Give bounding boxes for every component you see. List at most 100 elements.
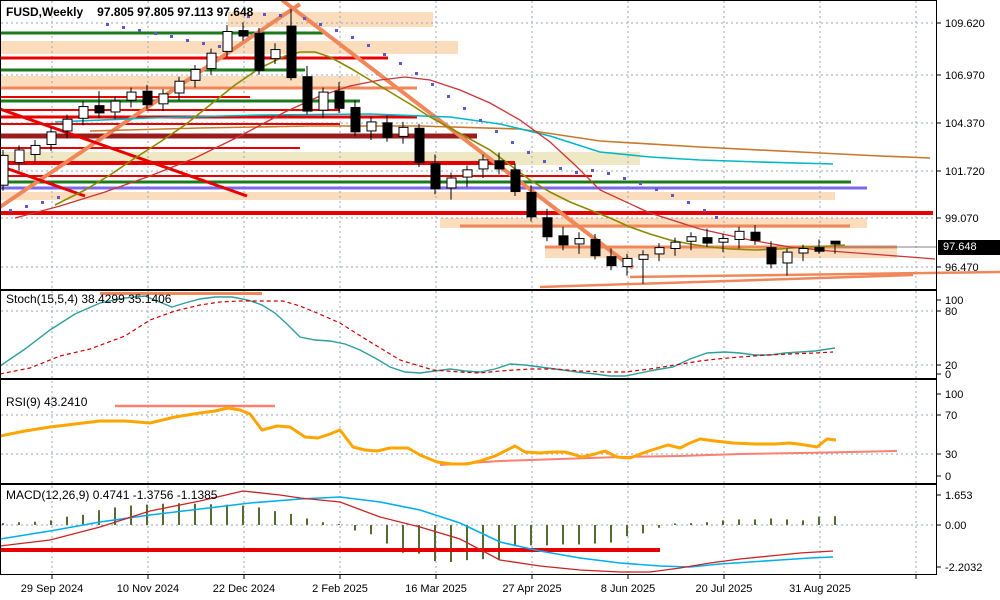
sar-dot bbox=[279, 14, 282, 17]
macd-blue-line bbox=[0, 496, 834, 568]
sar-dot bbox=[447, 95, 450, 98]
candle-body bbox=[382, 122, 393, 138]
date-label: 29 Sep 2024 bbox=[21, 583, 83, 595]
trendline[interactable] bbox=[0, 2, 302, 209]
current-price-badge: 97.648 bbox=[938, 240, 1000, 255]
sar-dot bbox=[319, 23, 322, 26]
trendline[interactable] bbox=[629, 270, 1000, 279]
candle-body bbox=[622, 257, 633, 268]
candle-body bbox=[78, 106, 89, 119]
sar-dot bbox=[511, 141, 514, 144]
date-label: 22 Dec 2024 bbox=[213, 583, 275, 595]
sar-dot bbox=[186, 39, 189, 42]
candle-body bbox=[318, 91, 329, 111]
support-resistance-band[interactable] bbox=[0, 192, 835, 200]
sar-dot bbox=[57, 196, 60, 199]
sar-dot bbox=[25, 205, 28, 208]
sar-dot bbox=[687, 201, 690, 204]
sar-dot bbox=[106, 23, 109, 26]
candle-body bbox=[750, 231, 761, 241]
candle-body bbox=[798, 247, 809, 254]
candle-body bbox=[510, 169, 521, 193]
candle-body bbox=[302, 76, 313, 112]
candle-body bbox=[334, 90, 345, 109]
sar-dot bbox=[383, 53, 386, 56]
sar-dot bbox=[431, 83, 434, 86]
price-axis-label: 20 bbox=[945, 360, 957, 372]
support-resistance-band[interactable] bbox=[228, 12, 433, 27]
candle-body bbox=[814, 247, 825, 252]
price-axis-label: 1.653 bbox=[945, 490, 973, 502]
price-axis-label: 0 bbox=[945, 369, 951, 381]
panel-frame bbox=[0, 0, 937, 290]
candle-body bbox=[670, 241, 681, 249]
sar-dot bbox=[479, 119, 482, 122]
candle-body bbox=[62, 118, 73, 132]
sar-dot bbox=[170, 35, 173, 38]
candle-body bbox=[238, 30, 249, 37]
date-label: 27 Apr 2025 bbox=[502, 583, 561, 595]
candle-body bbox=[686, 236, 697, 242]
rsi-smoothing-line bbox=[439, 450, 898, 466]
sar-dot bbox=[202, 42, 205, 45]
symbol-timeframe-label: FUSD,Weekly bbox=[6, 5, 84, 19]
candle-body bbox=[206, 52, 217, 70]
macd-signal-line bbox=[0, 490, 834, 573]
price-axis-label: 100 bbox=[945, 389, 963, 401]
sar-dot bbox=[247, 15, 250, 18]
candle-body bbox=[462, 169, 473, 178]
support-resistance-band[interactable] bbox=[440, 218, 867, 228]
candle-body bbox=[14, 149, 25, 164]
sar-dot bbox=[351, 36, 354, 39]
price-axis-label: 30 bbox=[945, 449, 957, 461]
trendline[interactable] bbox=[539, 273, 914, 289]
trendline[interactable] bbox=[280, 0, 635, 270]
candle-body bbox=[0, 154, 9, 186]
stoch-d-line bbox=[0, 300, 834, 375]
candle-body bbox=[590, 238, 601, 257]
candle-body bbox=[142, 90, 153, 106]
price-axis-label: 100 bbox=[945, 295, 963, 307]
candle-body bbox=[350, 106, 361, 133]
panel-frame bbox=[0, 484, 937, 575]
sar-dot bbox=[543, 160, 546, 163]
sar-dot bbox=[671, 194, 674, 197]
date-label: 8 Jun 2025 bbox=[601, 583, 655, 595]
candle-body bbox=[718, 238, 729, 243]
candle-body bbox=[286, 25, 297, 79]
sar-dot bbox=[122, 26, 125, 29]
sar-dot bbox=[138, 29, 141, 32]
sar-dot bbox=[703, 209, 706, 212]
candle-body bbox=[638, 254, 649, 260]
candle-body bbox=[94, 105, 105, 114]
candle-body bbox=[110, 100, 121, 113]
candle-body bbox=[526, 191, 537, 218]
ma-brown-line bbox=[89, 125, 931, 159]
sar-dot bbox=[154, 32, 157, 35]
sar-dot bbox=[218, 45, 221, 48]
candle-body bbox=[446, 177, 457, 189]
candle-body bbox=[558, 235, 569, 246]
price-axis-label: 104.370 bbox=[945, 118, 985, 130]
candle-body bbox=[254, 32, 265, 71]
candle-body bbox=[398, 126, 409, 137]
candle-body bbox=[654, 247, 665, 255]
chart-title: FUSD,Weekly 97.805 97.805 97.113 97.648 bbox=[6, 5, 253, 19]
price-axis-label: 70 bbox=[945, 410, 957, 422]
trendline[interactable] bbox=[0, 107, 248, 198]
price-axis-label: 109.620 bbox=[945, 18, 985, 30]
date-label: 16 Mar 2025 bbox=[405, 583, 467, 595]
macd-indicator-label: MACD(12,26,9) 0.4741 -1.3756 -1.1385 bbox=[6, 488, 218, 502]
sar-dot bbox=[263, 13, 266, 16]
sar-dot bbox=[655, 188, 658, 191]
candle-body bbox=[158, 93, 169, 105]
stoch-k-line bbox=[0, 295, 836, 377]
date-label: 10 Nov 2024 bbox=[117, 583, 179, 595]
sar-dot bbox=[591, 169, 594, 172]
trendline[interactable] bbox=[0, 164, 86, 198]
sar-dot bbox=[639, 182, 642, 185]
candle-body bbox=[494, 160, 505, 170]
sar-dot bbox=[41, 201, 44, 204]
